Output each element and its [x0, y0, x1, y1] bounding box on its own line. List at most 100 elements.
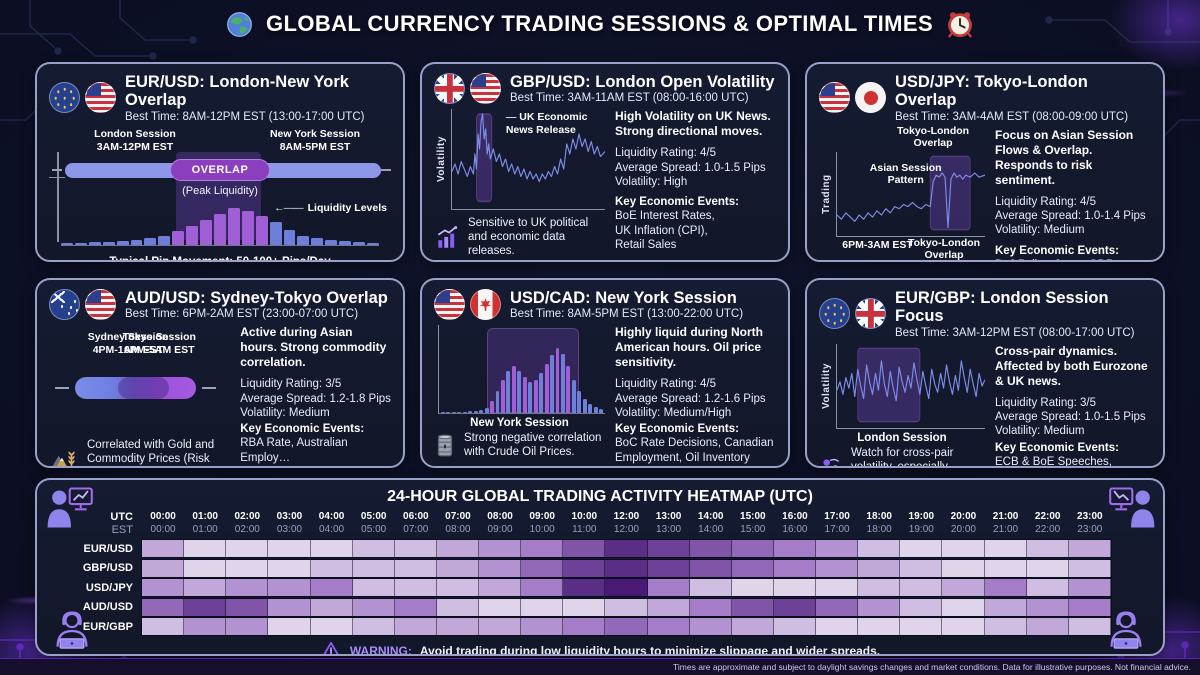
est-time: 07:00: [403, 524, 429, 535]
heatmap-cell: [226, 618, 269, 635]
heatmap-cell: [226, 598, 269, 616]
heatmap-cell: [605, 598, 648, 616]
pair-title: USD/JPY: Tokyo-London Overlap: [895, 73, 1088, 110]
pair-details: Highly liquid during North American hour…: [615, 325, 776, 466]
est-time: 23:00: [1077, 524, 1103, 535]
heatmap-cell: [268, 618, 311, 635]
heatmap-cell: [1068, 559, 1111, 577]
heatmap-cell: [731, 579, 774, 596]
best-time: Best Time: 6PM-2AM EST (23:00-07:00 UTC): [125, 308, 359, 321]
histogram-bar: [88, 242, 101, 245]
heatmap-cell: [521, 598, 564, 616]
utc-time: 04:00: [318, 511, 345, 522]
est-time: 13:00: [656, 524, 682, 535]
asian-session-label: Asian Session Pattern: [869, 161, 942, 186]
heatmap-cell: [142, 559, 185, 577]
histogram-bar: [441, 411, 445, 414]
histogram-bar: [311, 238, 324, 245]
flag-pair: [434, 73, 501, 105]
chart-caption: New York Session: [470, 417, 569, 430]
heatmap-cell: [773, 598, 816, 616]
pair-details: Focus on Asian Session Flows & Overlap. …: [995, 128, 1151, 260]
heatmap-cell: [858, 559, 901, 577]
utc-time: 19:00: [908, 511, 935, 522]
est-time: 21:00: [993, 524, 1019, 535]
session-gradient-bar: [75, 377, 197, 400]
histogram-bar: [588, 403, 593, 414]
event-line: BoC Rate Decisions, Canadian: [615, 437, 774, 450]
heatmap-cell: [479, 540, 522, 557]
gb-flag-icon: [434, 73, 465, 105]
heatmap-cell: [689, 559, 732, 577]
utc-time: 16:00: [782, 511, 808, 522]
heatmap-cell: [942, 559, 985, 577]
heatmap-cell: [816, 559, 859, 577]
histogram-bar: [186, 226, 199, 245]
stat-line: Average Spread: 1.2-1.6 Pips: [615, 392, 766, 405]
utc-time: 03:00: [276, 511, 303, 522]
est-time: 22:00: [1035, 524, 1061, 535]
est-axis-label: EST: [111, 523, 133, 536]
histogram-bar: [61, 243, 73, 245]
panel-audusd: AUD/USD: Sydney-Tokyo Overlap Best Time:…: [35, 278, 405, 468]
flag-pair: [819, 82, 886, 114]
pair-title: EUR/GBP: London Session Focus: [895, 289, 1109, 326]
tokyo-session-label: Tokyo Session 6PM-5AM EST: [122, 331, 196, 357]
heatmap-cell: [142, 579, 185, 596]
utc-time: 15:00: [740, 511, 766, 522]
heatmap-cell: [942, 618, 985, 635]
trading-chart: Tokyo-London Overlap Trading Asian Sessi…: [819, 125, 985, 260]
us-flag-icon: [434, 289, 465, 321]
est-time: 16:00: [782, 524, 808, 535]
stats-block: Liquidity Rating: 3/5 Average Spread: 1.…: [240, 377, 391, 420]
heatmap-cell: [479, 598, 522, 616]
est-time: 20:00: [950, 524, 976, 535]
y-axis-label: Trading: [821, 174, 832, 214]
y-axis-label: Volatility: [821, 362, 832, 409]
line-chart-svg: [837, 155, 985, 231]
page-header: GLOBAL CURRENCY TRADING SESSIONS & OPTIM…: [0, 10, 1200, 38]
histogram-bar: [571, 380, 576, 414]
heatmap-cell: [900, 540, 943, 557]
heatmap-cell: [142, 618, 185, 635]
heatmap-cell: [184, 598, 227, 616]
heatmap-cell: [689, 618, 732, 635]
heatmap-cell: [605, 559, 648, 577]
histogram-bar: [473, 410, 478, 414]
heatmap-cell: [268, 540, 311, 557]
heatmap-cell: [647, 618, 690, 635]
best-time: Best Time: 3AM-12PM EST (08:00-17:00 UTC…: [895, 326, 1135, 339]
panel-eurgbp: EUR/GBP: London Session Focus Best Time:…: [805, 278, 1165, 468]
pair-title: USD/CAD: New York Session: [510, 289, 737, 307]
histogram-bar: [555, 348, 560, 414]
heatmap-cell: [605, 579, 648, 596]
flag-pair: [819, 298, 886, 330]
histogram-bar: [339, 241, 352, 245]
volatility-chart: Volatility London Session Watch for cros…: [819, 343, 985, 466]
panel-note: Sensitive to UK political and economic d…: [434, 217, 605, 258]
est-time: 18:00: [866, 524, 892, 535]
histogram-bar: [353, 242, 365, 245]
heatmap-cell: [731, 618, 774, 635]
heatmap-cell: [773, 559, 816, 577]
heatmap-cell: [521, 559, 564, 577]
panel-note: Correlated with Gold and Commodity Price…: [49, 439, 230, 466]
heatmap-cell: [816, 579, 859, 596]
heatmap-pair-label: GBP/USD: [82, 562, 133, 574]
utc-time: 22:00: [1034, 511, 1061, 522]
oil-barrel-icon: [437, 434, 453, 457]
heatmap-cell: [436, 559, 479, 577]
heatmap-cell: [436, 579, 479, 596]
heatmap-cells: [141, 617, 1112, 636]
heatmap-cell: [647, 559, 690, 577]
heatmap-cell: [184, 559, 227, 577]
histogram-bar: [599, 409, 604, 414]
disclaimer-text: Times are approximate and subject to day…: [673, 662, 1191, 672]
heatmap-cell: [268, 598, 311, 616]
overlap-pill: OVERLAP: [170, 158, 270, 181]
panel-note: Strong negative correlation with Crude O…: [434, 432, 605, 460]
panel-header: EUR/USD: London-New York Overlap Best Ti…: [49, 73, 391, 123]
est-time: 00:00: [150, 524, 176, 535]
est-time: 01:00: [192, 524, 218, 535]
heatmap-cell: [731, 598, 774, 616]
